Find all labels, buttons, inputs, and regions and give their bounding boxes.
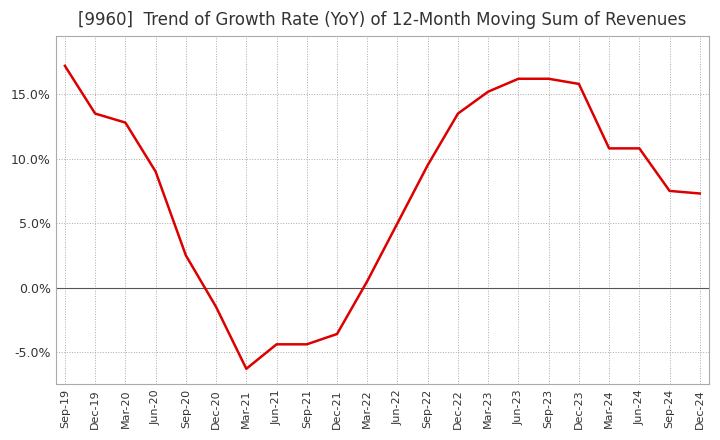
Title: [9960]  Trend of Growth Rate (YoY) of 12-Month Moving Sum of Revenues: [9960] Trend of Growth Rate (YoY) of 12-… (78, 11, 687, 29)
